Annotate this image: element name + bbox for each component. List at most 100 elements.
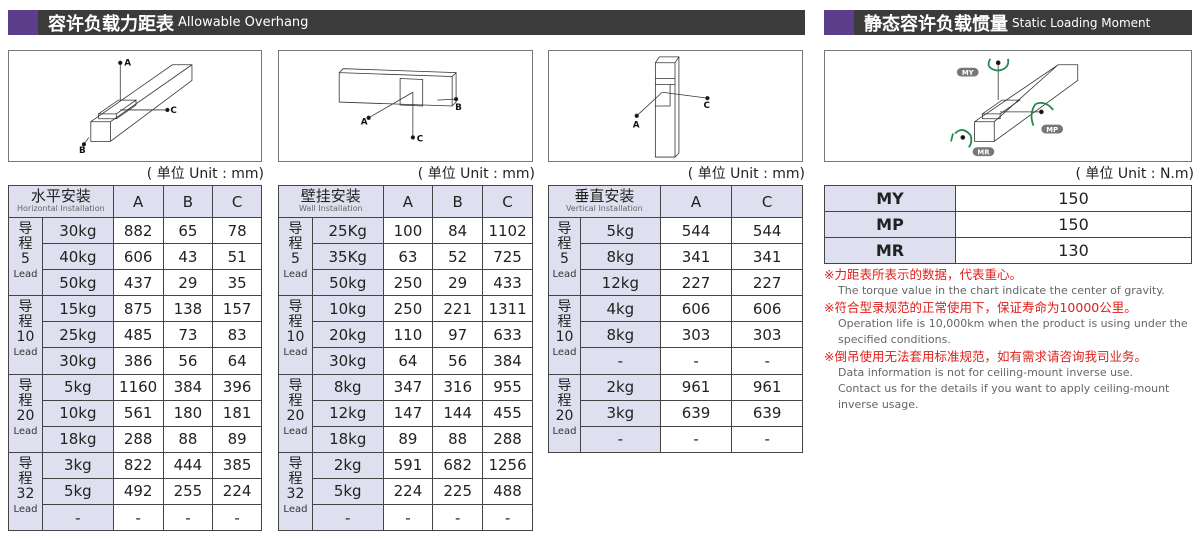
load-cell: 18kg xyxy=(311,425,384,453)
table-row: 导程 5 Lead 30kg 882 65 78 xyxy=(8,216,262,297)
value-cell: 144 xyxy=(432,399,484,427)
unit-label: ( 单位 Unit : N.m) xyxy=(1075,166,1194,182)
value-cell: 97 xyxy=(432,321,484,349)
installation-type-header: 水平安装 Horizontal Installation xyxy=(8,185,114,218)
lead-zh: 程 xyxy=(557,236,572,252)
lead-group-cell: 导程 5 Lead xyxy=(548,216,581,297)
column-header-a: A xyxy=(659,185,733,218)
note-zh: ※倒吊使用无法套用标准规范，如有需求请咨询我司业务。 xyxy=(824,349,1147,364)
lead-zh: 程 xyxy=(557,314,572,331)
value-cell: - xyxy=(482,504,533,532)
installation-type-zh: 垂直安装 xyxy=(574,187,635,205)
table-row: ---- xyxy=(279,504,533,532)
lead-zh: 导 xyxy=(18,221,33,237)
lead-zh: 程 xyxy=(288,314,303,331)
moment-label: MY xyxy=(824,184,956,213)
table-row: 18kg 89 88 288 xyxy=(279,425,533,453)
column-header-c: C xyxy=(212,185,262,218)
value-cell: 316 xyxy=(432,373,484,401)
value-cell: - xyxy=(382,504,434,532)
value-cell: 224 xyxy=(382,477,434,506)
table-row: 30kg 64 56 384 xyxy=(279,347,533,375)
moment-row: MR 130 xyxy=(824,237,1192,265)
lead-group-cell: 导程 20 Lead xyxy=(278,373,313,453)
lead-zh: 导 xyxy=(288,455,303,472)
table-row: 导程 10 Lead 15kg 875 138 157 xyxy=(8,295,262,375)
value-cell: 433 xyxy=(482,269,533,297)
value-cell: 56 xyxy=(162,347,214,375)
table-row: 12kg 147 144 455 xyxy=(279,399,533,427)
table-row: 导程 32 Lead 2kg 591 682 1256 xyxy=(278,451,533,532)
unit-label: ( 单位 Unit : mm) xyxy=(146,166,264,182)
load-cell: - xyxy=(579,425,661,453)
vertical-installation-table: 垂直安装 Vertical Installation A C 导程 5 Lead 5kg 544… xyxy=(548,185,803,453)
lead-en: Lead xyxy=(552,425,577,437)
allowable-overhang-header: 容许负载力距表 Allowable Overhang xyxy=(8,10,805,35)
lead-zh: 导 xyxy=(18,299,33,316)
value-cell: 561 xyxy=(112,399,164,427)
column-header-b: B xyxy=(162,185,214,218)
value-cell: 147 xyxy=(382,399,434,427)
table-row: 10kg 561 180 181 xyxy=(9,399,262,427)
column-header-c: C xyxy=(482,185,533,218)
value-cell: - xyxy=(212,504,262,532)
table-row: 导程 5 Lead 25Kg 100 84 1102 xyxy=(278,216,533,297)
lead-group-cell: 导程 5 Lead xyxy=(8,216,43,297)
load-cell: 5kg xyxy=(41,477,114,506)
moment-value: 130 xyxy=(955,237,1192,265)
value-cell: 250 xyxy=(382,269,434,297)
lead-value: 5 xyxy=(21,251,30,267)
value-cell: 35 xyxy=(212,269,262,297)
lead-en: Lead xyxy=(283,269,308,280)
load-cell: 5kg xyxy=(311,477,384,506)
installation-type-zh: 水平安装 xyxy=(30,187,91,205)
wall-installation-table: 壁挂安装 Wall Installation A B C 导程 5 Lead 25Kg 100 84… xyxy=(278,185,533,532)
table-row: 40kg 606 43 51 xyxy=(9,243,262,271)
value-cell: 250 xyxy=(382,295,434,323)
label-a: A xyxy=(124,59,131,69)
lead-en: Lead xyxy=(13,269,38,280)
load-cell: 8kg xyxy=(579,243,661,271)
lead-en: Lead xyxy=(552,269,577,280)
value-cell: 303 xyxy=(731,321,803,349)
value-cell: 288 xyxy=(112,425,164,453)
load-cell: - xyxy=(311,504,384,532)
value-cell: 385 xyxy=(212,451,262,479)
note-en: inverse usage. xyxy=(838,398,919,411)
label-c: C xyxy=(417,134,423,144)
table-row: ---- xyxy=(9,504,262,532)
table-row: 导程 20 Lead 5kg 1160 384 396 xyxy=(8,373,262,453)
value-cell: 488 xyxy=(482,477,533,506)
table-header-row: 水平安装 Horizontal Installation A B C xyxy=(8,185,262,218)
lead-group-cell: 导程 32 Lead xyxy=(8,451,43,532)
lead-group-cell: 导程 20 Lead xyxy=(8,373,43,453)
table-row: 25kg 485 73 83 xyxy=(9,321,262,349)
value-cell: 437 xyxy=(112,269,164,297)
header-title-zh: 静态容许负载惯量 xyxy=(864,13,1008,35)
table-row: 导程 10 Lead 10kg 250 221 1311 xyxy=(278,295,533,375)
value-cell: 29 xyxy=(162,269,214,297)
lead-value: 32 xyxy=(286,485,305,502)
lead-value: 10 xyxy=(16,329,35,346)
static-moment-header: 静态容许负载惯量 Static Loading Moment xyxy=(824,10,1192,35)
load-cell: 12kg xyxy=(579,269,661,297)
value-cell: 73 xyxy=(162,321,214,349)
value-cell: 682 xyxy=(432,451,484,479)
table-row: 导程 5 Lead 5kg 544 544 xyxy=(548,216,803,297)
lead-en: Lead xyxy=(13,347,38,359)
value-cell: 882 xyxy=(112,216,164,245)
value-cell: 347 xyxy=(382,373,434,401)
load-cell: 8kg xyxy=(311,373,384,401)
note-en: specified conditions. xyxy=(838,333,951,346)
value-cell: 544 xyxy=(731,216,803,245)
value-cell: 639 xyxy=(731,399,803,427)
value-cell: 1160 xyxy=(112,373,164,401)
value-cell: - xyxy=(731,425,803,453)
value-cell: - xyxy=(659,347,733,375)
note-zh: ※力距表所表示的数据，代表重心。 xyxy=(824,267,1022,282)
installation-type-en: Horizontal Installation xyxy=(17,204,105,213)
value-cell: - xyxy=(162,504,214,532)
value-cell: 225 xyxy=(432,477,484,506)
moment-label: MR xyxy=(824,237,956,265)
value-cell: 88 xyxy=(162,425,214,453)
